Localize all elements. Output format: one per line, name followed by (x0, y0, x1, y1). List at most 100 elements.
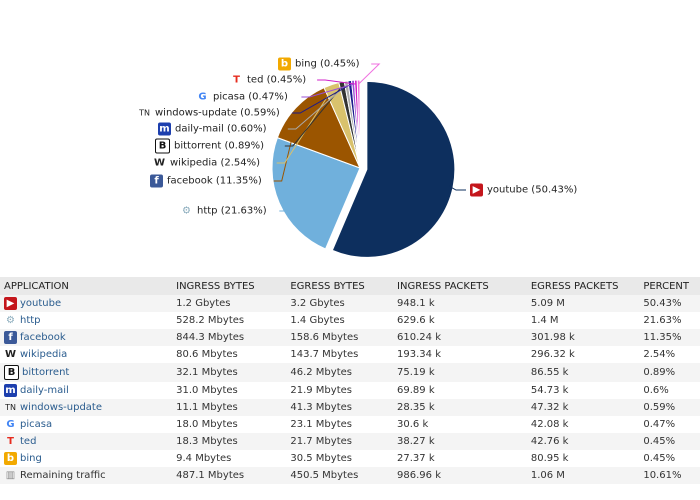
table-cell: 41.3 Mbytes (286, 399, 394, 416)
pie-label-text: youtube (50.43%) (487, 184, 578, 196)
youtube-icon: ▶ (470, 183, 483, 197)
table-cell: 11.35% (639, 329, 700, 346)
leader-line-bittorrent (284, 85, 343, 147)
gear-icon: ⚙ (6, 314, 15, 326)
app-link: Remaining traffic (20, 470, 106, 481)
table-cell: 80.6 Mbytes (176, 349, 238, 360)
ted-icon: T (7, 435, 14, 447)
gear-icon: ⚙ (182, 205, 191, 216)
table-row: ▥ Remaining traffic 487.1 Mbytes 450.5 Mbyt… (0, 467, 700, 484)
column-header[interactable]: EGRESS BYTES (286, 277, 394, 295)
table-cell: 0.6% (643, 385, 669, 396)
table-cell: 23.1 Mbytes (290, 419, 352, 430)
app-link[interactable]: facebook (20, 332, 66, 343)
table-cell: 86.55 k (526, 363, 640, 382)
table-cell: 301.98 k (526, 329, 640, 346)
table-cell: 158.6 Mbytes (286, 329, 394, 346)
leader-line-ted (317, 79, 357, 85)
table-row: ⚙ http 528.2 Mbytes 1.4 Gbytes 629.6 k 1.4 M 2… (0, 312, 700, 329)
pie-label-bing: b bing (0.45%) (278, 57, 360, 71)
table-cell: 5.09 M (526, 295, 640, 312)
column-header[interactable]: PERCENT (639, 277, 700, 295)
table-cell: 32.1 Mbytes (172, 363, 287, 382)
column-header[interactable]: APPLICATION (0, 277, 173, 295)
table-cell: 54.73 k (530, 385, 569, 396)
table-cell: 193.34 k (397, 349, 441, 360)
table-cell: 42.76 k (526, 433, 640, 450)
app-link[interactable]: wikipedia (20, 349, 68, 360)
table-cell: 487.1 Mbytes (172, 467, 287, 484)
table-cell: 42.08 k (530, 419, 569, 430)
pie-label-text: facebook (11.35%) (167, 175, 262, 187)
leader-line-wikipedia (276, 88, 334, 164)
pie-label-text: windows-update (0.59%) (155, 107, 280, 119)
table-cell: 629.6 k (397, 315, 435, 326)
daily-mail-icon: m (4, 384, 17, 397)
table-cell: 80.95 k (530, 453, 569, 464)
leader-line-daily-mail (287, 84, 348, 130)
google-icon: G (198, 91, 207, 102)
table-cell: 9.4 Mbytes (176, 453, 232, 464)
table-cell: 0.47% (643, 419, 676, 430)
pie-label-text: daily-mail (0.60%) (175, 123, 267, 135)
table-cell: 21.63% (643, 315, 682, 326)
pie-slice-youtube[interactable] (331, 80, 456, 258)
table-cell: 610.24 k (393, 329, 527, 346)
pie-label-text: http (21.63%) (197, 205, 267, 217)
table-cell: 69.89 k (397, 385, 435, 396)
table-cell: 21.7 Mbytes (286, 433, 394, 450)
table-cell: 18.0 Mbytes (176, 419, 238, 430)
google-icon: G (6, 418, 15, 430)
pie-label-windows-update: TN windows-update (0.59%) (138, 107, 280, 120)
pie-label-facebook: f facebook (11.35%) (150, 174, 262, 188)
table-cell: 528.2 Mbytes (176, 315, 245, 326)
facebook-icon: f (4, 331, 17, 344)
pie-label-text: ted (0.45%) (247, 74, 307, 86)
youtube-icon: ▶ (4, 297, 17, 310)
app-link[interactable]: picasa (20, 419, 53, 430)
table-row: ▶ youtube 1.2 Gbytes 3.2 Gbytes 948.1 k 5.09 … (0, 295, 700, 312)
table-cell: 10.61% (639, 467, 700, 484)
wikipedia-icon: W (4, 348, 17, 360)
column-header[interactable]: EGRESS PACKETS (526, 277, 640, 295)
pie-slice-facebook[interactable] (276, 87, 361, 169)
facebook-icon: f (150, 174, 163, 188)
app-link[interactable]: http (20, 315, 41, 326)
app-link[interactable]: daily-mail (20, 385, 69, 396)
leader-line-facebook (273, 110, 300, 182)
table-cell: 1.4 M (530, 315, 559, 326)
table-cell: 46.2 Mbytes (286, 363, 394, 382)
table-row: b bing 9.4 Mbytes 30.5 Mbytes 27.37 k 80.95 k… (0, 450, 700, 467)
table-row: f facebook 844.3 Mbytes 158.6 Mbytes 610.24 … (0, 329, 700, 346)
table-cell: 21.9 Mbytes (290, 385, 352, 396)
leader-line-http (279, 201, 289, 212)
app-link[interactable]: youtube (20, 298, 62, 309)
leader-line-windows-update (292, 84, 351, 114)
table-cell: 30.5 Mbytes (290, 453, 352, 464)
table-row: m daily-mail 31.0 Mbytes 21.9 Mbytes 69.89 k… (0, 382, 700, 399)
pie-slice-bing[interactable] (356, 79, 361, 169)
app-link[interactable]: bittorrent (22, 367, 70, 378)
windows-update-icon: TN (139, 108, 150, 117)
table-cell: 1.06 M (526, 467, 640, 484)
column-header[interactable]: INGRESS PACKETS (393, 277, 527, 295)
pie-slice-http[interactable] (271, 137, 361, 250)
table-cell: 0.89% (639, 363, 700, 382)
app-link[interactable]: windows-update (20, 402, 102, 413)
leader-line-youtube (448, 185, 466, 191)
pie-chart (271, 63, 466, 258)
pie-label-text: wikipedia (2.54%) (170, 157, 261, 169)
bittorrent-icon: B (4, 365, 19, 380)
pie-label-daily-mail: m daily-mail (0.60%) (158, 122, 267, 136)
column-header[interactable]: INGRESS BYTES (172, 277, 287, 295)
table-cell: 986.96 k (393, 467, 527, 484)
app-link[interactable]: ted (20, 436, 37, 447)
bing-icon: b (278, 57, 291, 71)
pie-label-text: bittorrent (0.89%) (174, 140, 265, 152)
app-link[interactable]: bing (20, 453, 42, 464)
